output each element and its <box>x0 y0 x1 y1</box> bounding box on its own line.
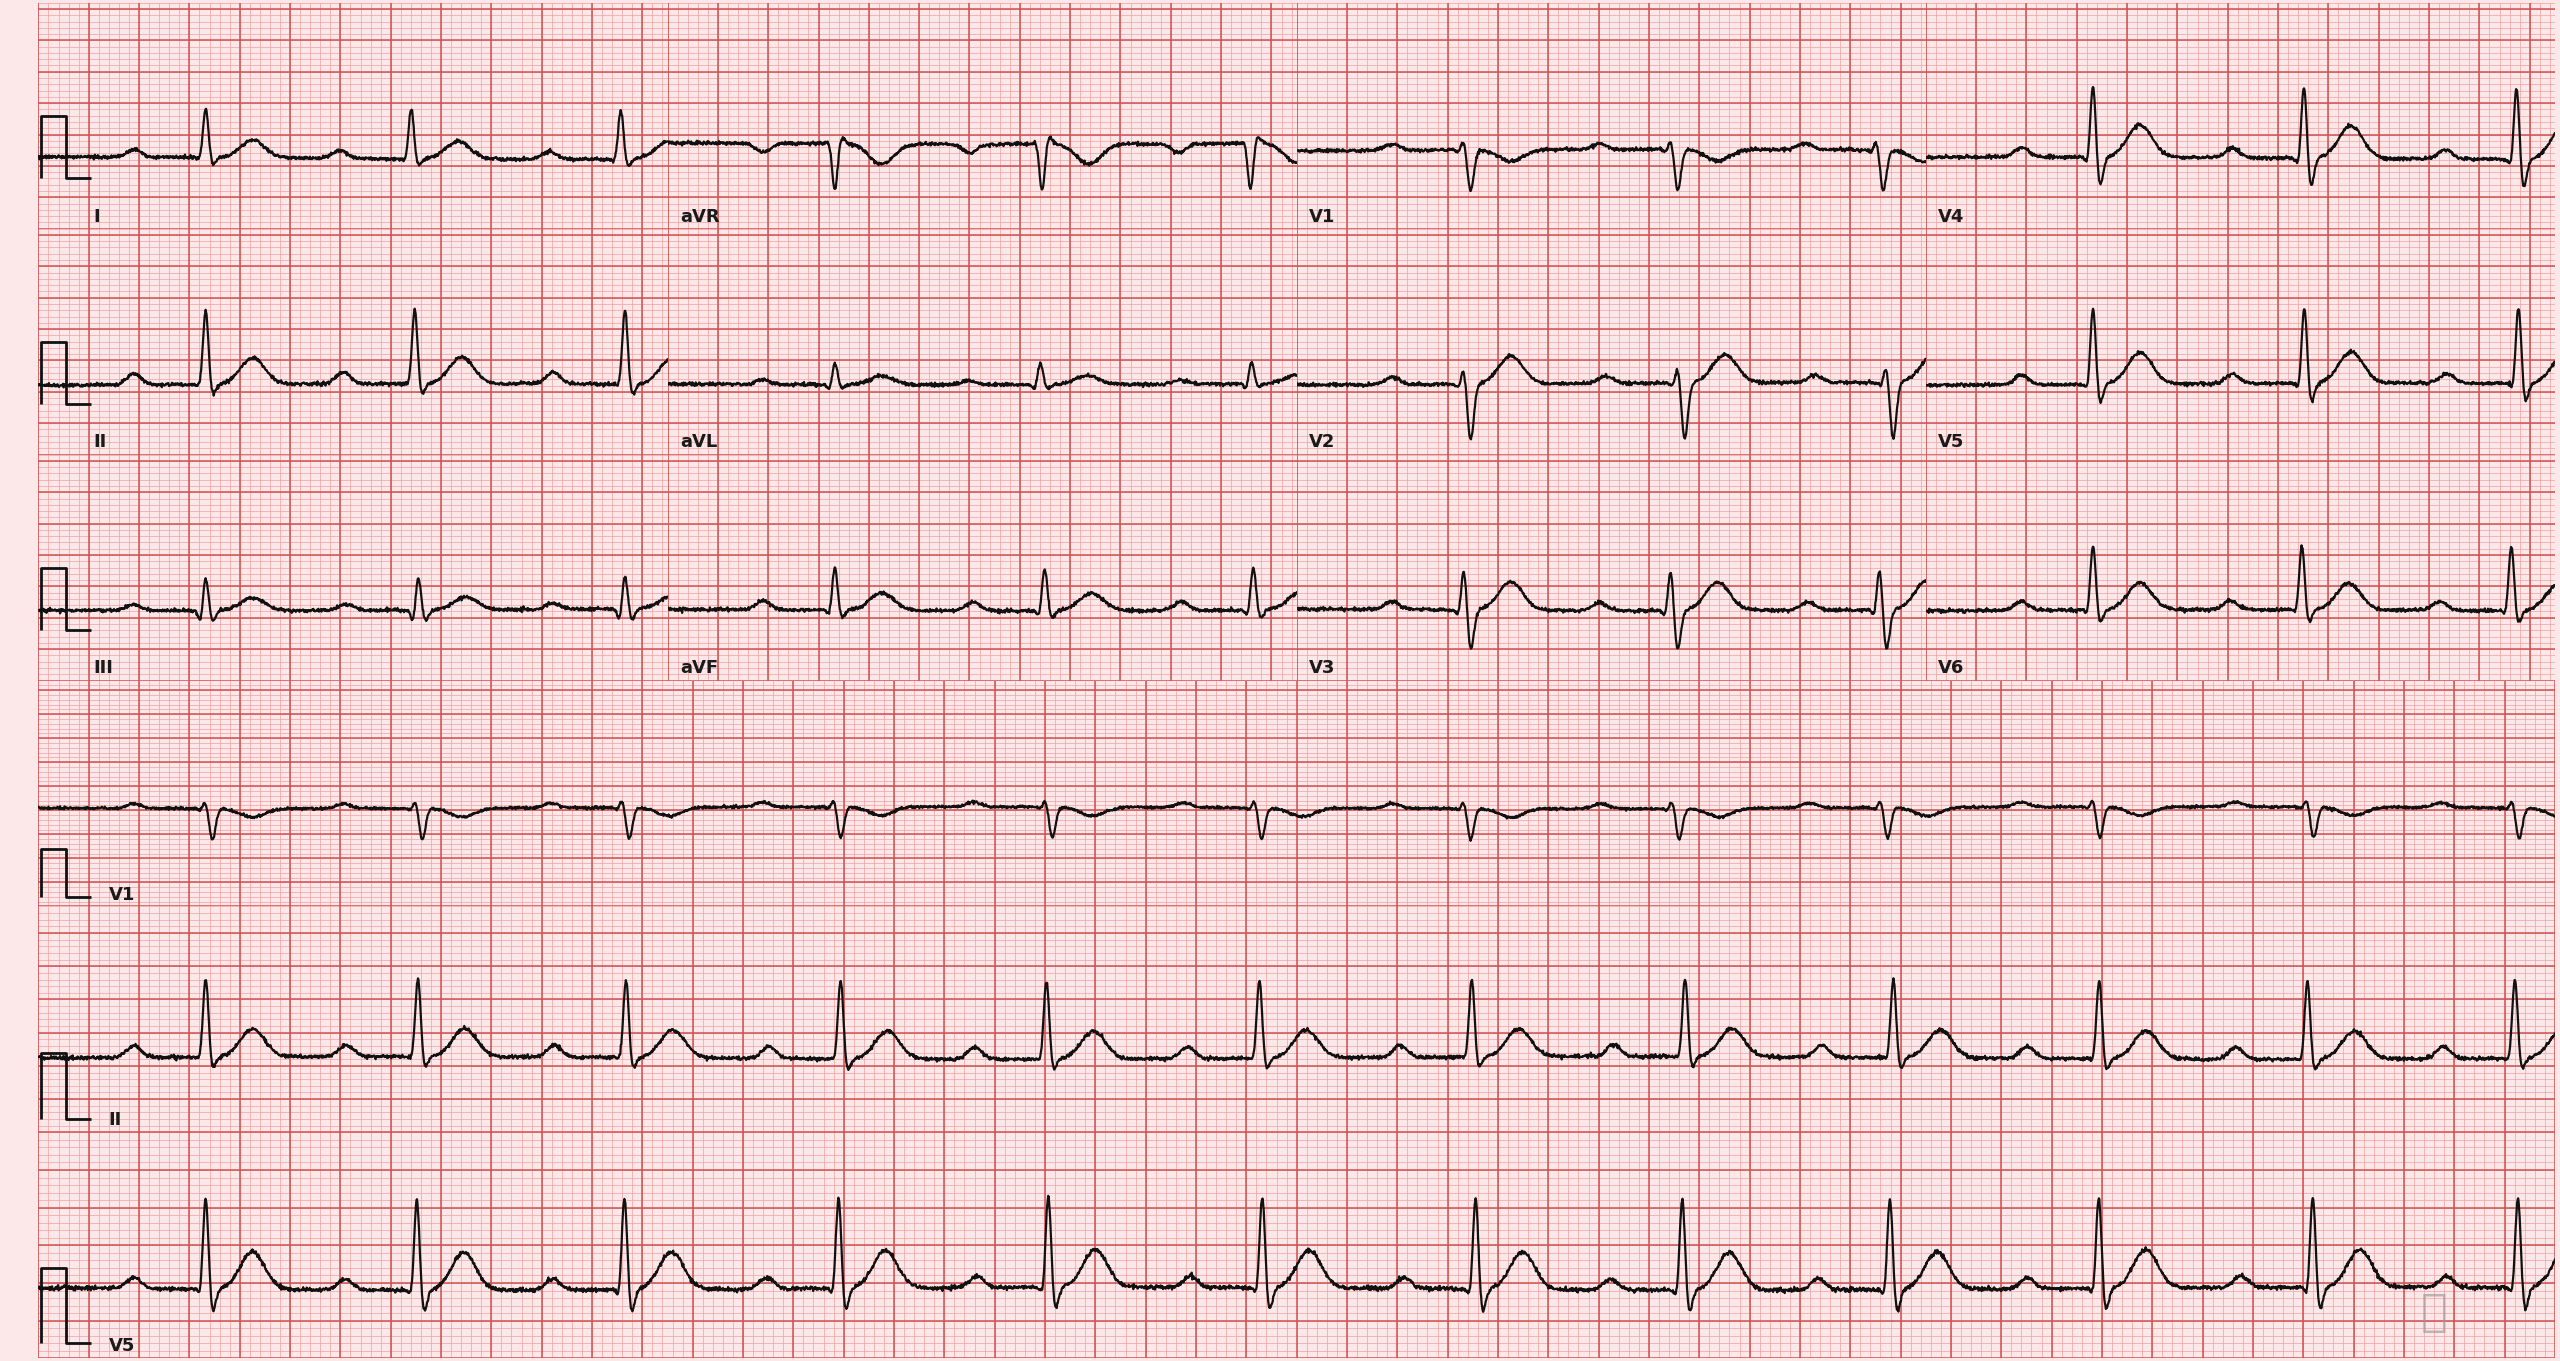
Text: V1: V1 <box>110 886 136 904</box>
Text: II: II <box>110 1111 123 1130</box>
Text: V2: V2 <box>1308 433 1336 452</box>
Text: I: I <box>95 207 100 226</box>
Text: V5: V5 <box>1938 433 1964 452</box>
Text: V4: V4 <box>1938 207 1964 226</box>
Text: 🐂: 🐂 <box>2422 1290 2447 1334</box>
Text: aVF: aVF <box>681 659 719 678</box>
Text: V1: V1 <box>1308 207 1336 226</box>
Text: V6: V6 <box>1938 659 1964 678</box>
Text: II: II <box>95 433 108 452</box>
Text: V5: V5 <box>110 1337 136 1354</box>
Text: aVL: aVL <box>681 433 717 452</box>
Text: aVR: aVR <box>681 207 719 226</box>
Text: III: III <box>95 659 113 678</box>
Text: V3: V3 <box>1308 659 1336 678</box>
